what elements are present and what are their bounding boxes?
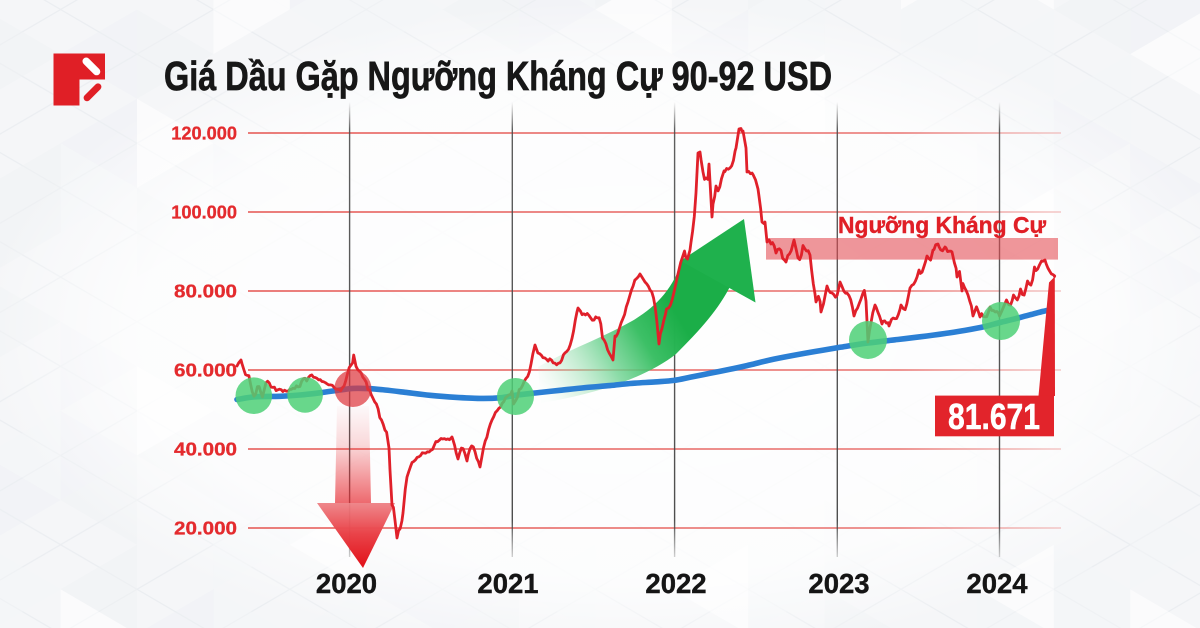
svg-text:60.000: 60.000 [174, 361, 237, 381]
svg-text:81.671: 81.671 [948, 396, 1040, 437]
svg-text:Ngưỡng Kháng Cự: Ngưỡng Kháng Cự [838, 212, 1046, 238]
svg-text:40.000: 40.000 [174, 440, 237, 460]
svg-text:80.000: 80.000 [174, 282, 237, 302]
svg-text:Giá Dầu Gặp Ngưỡng Kháng Cự 90: Giá Dầu Gặp Ngưỡng Kháng Cự 90-92 USD [164, 53, 832, 99]
svg-text:120.000: 120.000 [171, 124, 237, 144]
svg-text:2020: 2020 [316, 568, 377, 599]
svg-text:2022: 2022 [645, 568, 706, 599]
svg-text:100.000: 100.000 [171, 203, 237, 223]
svg-text:2024: 2024 [966, 568, 1028, 599]
svg-text:2021: 2021 [477, 568, 538, 599]
svg-text:2023: 2023 [808, 568, 869, 599]
svg-text:20.000: 20.000 [174, 519, 237, 539]
